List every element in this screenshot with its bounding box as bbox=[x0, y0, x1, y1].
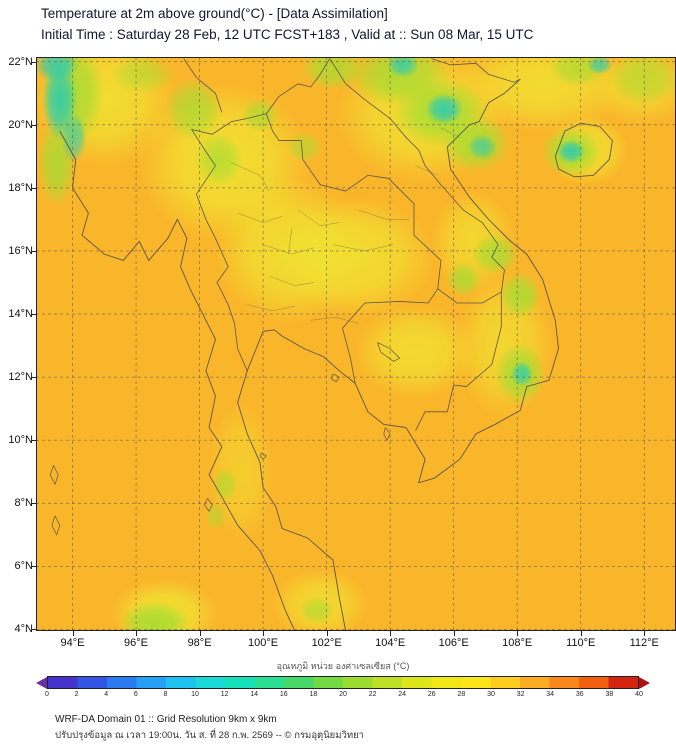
colorbar-tick-label: 4 bbox=[104, 691, 109, 698]
colorbar bbox=[36, 676, 650, 689]
lat-axis-tick bbox=[31, 629, 36, 631]
lon-axis-label: 112°E bbox=[629, 637, 659, 649]
colorbar-tick-label: 38 bbox=[605, 691, 614, 698]
lon-axis-tick bbox=[517, 631, 519, 636]
lon-axis-label: 108°E bbox=[502, 637, 533, 649]
colorbar-tick-label: 36 bbox=[575, 691, 584, 698]
lat-axis-tick bbox=[31, 124, 36, 126]
colorbar-tick-label: 30 bbox=[487, 691, 495, 698]
lat-axis-label: 16°N bbox=[8, 244, 33, 257]
colorbar-tick-label: 22 bbox=[368, 691, 377, 698]
colorbar-label: อุณหภูมิ หน่วย องศาเซลเซียส (°C) bbox=[276, 661, 410, 671]
lon-axis-label: 106°E bbox=[438, 637, 469, 649]
temperature-map-canvas bbox=[36, 57, 676, 631]
colorbar-tick-label: 20 bbox=[339, 691, 347, 698]
colorbar-block: อุณหภูมิ หน่วย องศาเซลเซียส (°C) 0 2 4 6 8 10… bbox=[36, 659, 650, 700]
lon-axis-tick bbox=[390, 631, 392, 636]
lat-axis-label: 18°N bbox=[8, 181, 33, 194]
lon-axis-label: 104°E bbox=[375, 637, 406, 649]
lat-axis-tick bbox=[31, 314, 36, 316]
colorbar-tick-label: 24 bbox=[398, 691, 407, 698]
lat-axis-label: 10°N bbox=[8, 434, 33, 447]
colorbar-tick-label: 32 bbox=[516, 691, 525, 698]
lon-axis-tick bbox=[136, 631, 138, 636]
lon-axis-tick bbox=[199, 631, 201, 636]
lat-axis-tick bbox=[31, 250, 36, 252]
lat-axis-label: 14°N bbox=[8, 308, 33, 321]
lon-axis-tick bbox=[263, 631, 265, 636]
lat-axis-tick bbox=[31, 440, 36, 442]
colorbar-left-arrow bbox=[36, 676, 47, 689]
colorbar-tick-label: 28 bbox=[457, 691, 466, 698]
lat-axis-label: 20°N bbox=[8, 118, 33, 131]
colorbar-tick-label: 16 bbox=[279, 691, 288, 698]
colorbar-gradient-bar bbox=[47, 676, 639, 689]
lon-axis-tick bbox=[644, 631, 646, 636]
lon-axis-label: 96°E bbox=[124, 637, 149, 649]
lon-axis-label: 94°E bbox=[60, 637, 85, 649]
colorbar-tick-label: 26 bbox=[427, 691, 436, 698]
lat-axis-label: 8°N bbox=[14, 497, 33, 510]
lon-axis-tick bbox=[326, 631, 328, 636]
footer-update-info: ปรับปรุงข้อมูล ณ เวลา 19:00น. วัน ส. ที่… bbox=[55, 730, 365, 741]
footer-domain-info: WRF-DA Domain 01 :: Grid Resolution 9km … bbox=[55, 714, 277, 725]
colorbar-tick-label: 2 bbox=[74, 691, 79, 698]
lat-axis-tick bbox=[31, 566, 36, 568]
lat-axis-tick bbox=[31, 377, 36, 379]
page-title: Temperature at 2m above ground(°C) - [Da… bbox=[41, 6, 388, 21]
page-subtitle: Initial Time : Saturday 28 Feb, 12 UTC F… bbox=[41, 27, 534, 42]
colorbar-tick-label: 6 bbox=[133, 691, 138, 698]
colorbar-tick-label: 40 bbox=[635, 691, 643, 698]
lat-axis-label: 22°N bbox=[8, 55, 33, 68]
colorbar-tick-label: 0 bbox=[45, 691, 49, 698]
lat-axis-label: 4°N bbox=[14, 623, 33, 636]
lat-axis-label: 6°N bbox=[14, 560, 33, 573]
lon-axis-label: 100°E bbox=[248, 637, 279, 649]
colorbar-tick-label: 8 bbox=[163, 691, 168, 698]
lat-axis-tick bbox=[31, 503, 36, 505]
lon-axis-label: 110°E bbox=[566, 637, 596, 649]
footer: WRF-DA Domain 01 :: Grid Resolution 9km … bbox=[55, 712, 364, 744]
colorbar-tick-label: 18 bbox=[309, 691, 318, 698]
colorbar-tick-label: 12 bbox=[220, 691, 229, 698]
colorbar-tick-label: 14 bbox=[250, 691, 259, 698]
lat-axis-tick bbox=[31, 187, 36, 189]
lat-axis-tick bbox=[31, 61, 36, 63]
lon-axis-tick bbox=[580, 631, 582, 636]
colorbar-ticks: 0 2 4 6 8 10 12 14 16 18 20 22 24 26 28 30 32 34 36 38 40 bbox=[45, 689, 643, 700]
lat-axis-label: 12°N bbox=[8, 371, 33, 384]
lon-axis-tick bbox=[453, 631, 455, 636]
colorbar-tick-label: 34 bbox=[546, 691, 555, 698]
lon-axis-label: 98°E bbox=[187, 637, 212, 649]
lon-axis-label: 102°E bbox=[311, 637, 342, 649]
colorbar-tick-label: 10 bbox=[191, 691, 199, 698]
lon-axis-tick bbox=[72, 631, 74, 636]
colorbar-right-arrow bbox=[639, 676, 650, 689]
